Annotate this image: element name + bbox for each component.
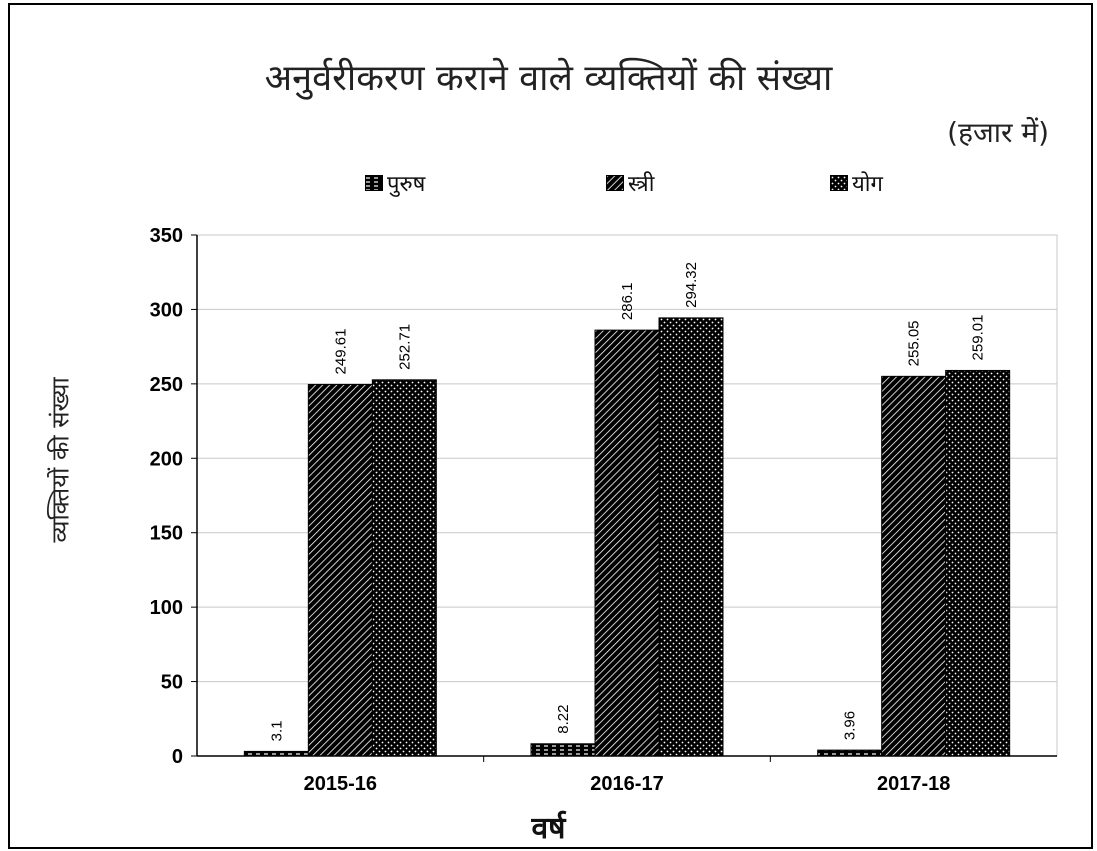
- data-label: 294.32: [683, 262, 700, 308]
- bar: [307, 383, 373, 757]
- legend-item-purush: पुरुष: [365, 168, 425, 198]
- y-tick-label: 350: [150, 225, 183, 247]
- legend-label-stri: स्त्री: [628, 172, 655, 197]
- data-labels: 3.1 249.61 252.71 8.22 286.1 294.32 3.96 255.05…: [268, 262, 986, 741]
- legend-label-yog: योग: [852, 172, 883, 197]
- chart-title: अनुर्वरीकरण कराने वाले व्यक्तियों की संख…: [264, 58, 833, 99]
- legend-swatch-stri: [606, 175, 624, 191]
- y-tick-label: 200: [150, 448, 183, 470]
- bar: [945, 369, 1011, 757]
- legend-swatch-purush: [365, 175, 383, 191]
- bar: [817, 749, 883, 757]
- data-label: 8.22: [555, 705, 572, 734]
- y-tick-label: 50: [161, 672, 183, 694]
- bar: [881, 375, 947, 757]
- y-tick-label: 250: [150, 374, 183, 396]
- x-tick-label: 2017-18: [877, 773, 950, 795]
- x-axis-title: वर्ष: [531, 811, 566, 846]
- chart-frame: [8, 3, 1093, 849]
- y-tick-label: 150: [150, 523, 183, 545]
- bars: [243, 317, 1011, 757]
- data-label: 3.96: [842, 711, 859, 740]
- y-tick-label: 100: [150, 597, 183, 619]
- bar: [594, 329, 660, 757]
- chart-unit-label: (हजार में): [947, 116, 1049, 149]
- y-tick-label: 300: [150, 299, 183, 321]
- data-label: 249.61: [332, 329, 349, 375]
- data-label: 286.1: [619, 283, 636, 321]
- x-tick-label: 2015-16: [304, 773, 377, 795]
- bar: [371, 379, 437, 757]
- legend-item-yog: योग: [830, 168, 883, 198]
- bar: [530, 743, 596, 757]
- axes: 0 50 100 150 200 250 300 350 2015-16 2016-17 2017-…: [150, 225, 1057, 795]
- legend-label-purush: पुरुष: [387, 172, 426, 197]
- data-label: 255.05: [906, 320, 923, 366]
- y-tick-label: 0: [172, 746, 183, 768]
- legend-swatch-yog: [830, 175, 848, 191]
- data-label: 3.1: [268, 721, 285, 742]
- data-label: 252.71: [396, 324, 413, 370]
- data-label: 259.01: [970, 315, 987, 361]
- legend-item-stri: स्त्री: [606, 168, 654, 198]
- legend: पुरुष स्त्री योग: [0, 168, 1097, 198]
- bar: [658, 317, 724, 757]
- x-tick-label: 2016-17: [590, 773, 663, 795]
